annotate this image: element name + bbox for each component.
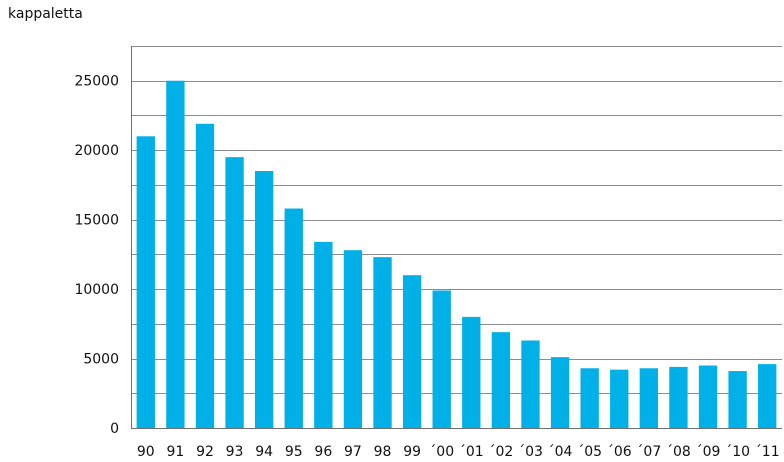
x-tick-label-10: ´00 xyxy=(429,444,454,460)
bar-´02 xyxy=(491,332,511,428)
x-tick-label-3: 93 xyxy=(226,444,244,460)
bar-97 xyxy=(343,250,363,428)
y-tick-label-10000: 10000 xyxy=(74,282,119,298)
x-tick-label-11: ´01 xyxy=(459,444,484,460)
bar-´03 xyxy=(521,340,540,428)
x-tick-labels: 90 91 92 93 94 95 96 97 98 99 ´00 ´01 ´02 ´03 ´04 ´05 ´0… xyxy=(137,444,780,460)
x-tick-label-18: ´08 xyxy=(666,444,691,460)
bar-96 xyxy=(314,241,333,428)
x-tick-label-0: 90 xyxy=(137,444,155,460)
x-tick-label-19: ´09 xyxy=(696,444,721,460)
x-tick-label-14: ´04 xyxy=(548,444,573,460)
x-tick-label-8: 98 xyxy=(374,444,392,460)
x-tick-label-4: 94 xyxy=(255,444,273,460)
bars xyxy=(136,80,777,429)
x-tick-label-6: 96 xyxy=(314,444,332,460)
bar-´11 xyxy=(758,364,777,428)
y-tick-label-0: 0 xyxy=(110,421,119,437)
x-tick-label-2: 92 xyxy=(196,444,214,460)
bar-98 xyxy=(373,257,392,428)
y-tick-labels: 0 5000 10000 15000 20000 25000 xyxy=(74,74,119,437)
x-tick-label-21: ´11 xyxy=(755,444,780,460)
bar-´00 xyxy=(432,290,451,428)
y-axis-unit-label: kappaletta xyxy=(8,6,83,22)
bar-99 xyxy=(402,275,422,428)
bar-´01 xyxy=(462,316,481,428)
plot-frame xyxy=(131,46,782,429)
bar-´08 xyxy=(669,366,688,428)
y-tick-label-15000: 15000 xyxy=(74,213,119,229)
x-tick-label-15: ´05 xyxy=(577,444,602,460)
x-tick-label-5: 95 xyxy=(285,444,303,460)
y-tick-label-5000: 5000 xyxy=(83,352,119,368)
x-tick-label-13: ´03 xyxy=(518,444,543,460)
bar-94 xyxy=(254,171,274,428)
x-tick-label-12: ´02 xyxy=(488,444,513,460)
x-tick-label-16: ´06 xyxy=(607,444,632,460)
bar-95 xyxy=(284,208,303,428)
x-tick-label-1: 91 xyxy=(166,444,184,460)
bar-90 xyxy=(136,136,155,429)
y-tick-label-20000: 20000 xyxy=(74,143,119,159)
bar-´09 xyxy=(698,365,718,428)
bar-93 xyxy=(225,157,244,429)
bar-92 xyxy=(195,123,215,428)
bar-´10 xyxy=(728,371,747,428)
bar-´06 xyxy=(610,369,629,428)
bar-´05 xyxy=(580,368,599,428)
x-tick-label-7: 97 xyxy=(344,444,362,460)
bar-91 xyxy=(166,80,185,429)
x-tick-label-9: 99 xyxy=(403,444,421,460)
x-tick-label-20: ´10 xyxy=(725,444,750,460)
x-tick-label-17: ´07 xyxy=(636,444,661,460)
bar-´04 xyxy=(550,357,570,428)
gridlines xyxy=(131,46,782,394)
y-tick-label-25000: 25000 xyxy=(74,74,119,90)
bar-´07 xyxy=(639,368,659,428)
